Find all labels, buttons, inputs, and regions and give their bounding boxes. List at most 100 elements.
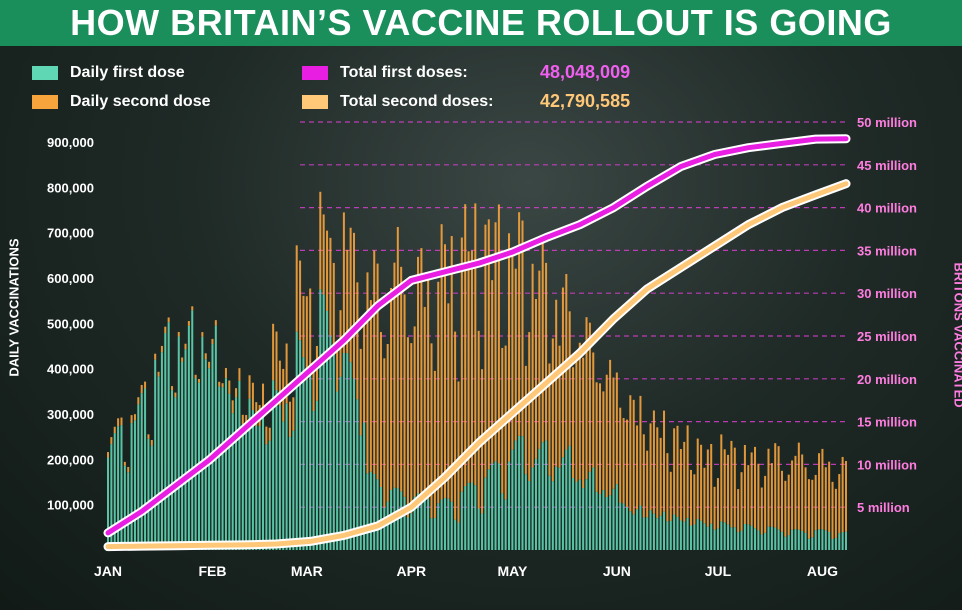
bar-daily-second bbox=[592, 352, 595, 468]
bar-daily-first bbox=[373, 473, 376, 550]
bar-daily-second bbox=[106, 452, 110, 458]
bar-daily-second bbox=[716, 478, 719, 529]
bar-daily-first bbox=[410, 513, 413, 550]
bar-daily-second bbox=[666, 453, 669, 522]
bar-daily-second bbox=[558, 345, 561, 468]
y-axis-label-left: DAILY VACCINATIONS bbox=[6, 238, 22, 377]
bar-daily-second bbox=[319, 191, 322, 290]
bar-daily-first bbox=[578, 479, 581, 550]
bar-daily-first bbox=[831, 538, 834, 550]
bar-daily-first bbox=[245, 422, 248, 550]
bar-daily-first bbox=[585, 479, 588, 550]
bar-daily-second bbox=[612, 377, 615, 489]
bar-daily-second bbox=[508, 233, 511, 462]
bar-daily-second bbox=[288, 401, 291, 437]
bar-daily-second bbox=[669, 471, 672, 521]
bar-daily-first bbox=[572, 477, 575, 550]
x-tick-label: JUN bbox=[603, 563, 631, 579]
bar-daily-second bbox=[386, 343, 389, 502]
bar-daily-second bbox=[740, 472, 743, 531]
bar-daily-second bbox=[639, 395, 642, 506]
bar-daily-second bbox=[373, 250, 376, 474]
bar-daily-first bbox=[652, 513, 655, 550]
bar-daily-first bbox=[481, 513, 484, 550]
bar-daily-first bbox=[733, 527, 736, 550]
bar-daily-first bbox=[669, 520, 672, 550]
chart-title: HOW BRITAIN’S VACCINE ROLLOUT IS GOING bbox=[70, 2, 892, 43]
bar-daily-second bbox=[534, 298, 537, 459]
bar-daily-first bbox=[299, 340, 302, 550]
bar-daily-second bbox=[676, 425, 679, 517]
bar-daily-second bbox=[359, 348, 362, 436]
bar-daily-second bbox=[171, 386, 174, 391]
bar-daily-second bbox=[228, 380, 231, 394]
bar-daily-first bbox=[787, 535, 790, 550]
bar-daily-first bbox=[723, 522, 726, 550]
bar-daily-second bbox=[834, 488, 837, 538]
bar-daily-second bbox=[383, 358, 386, 508]
bar-daily-first bbox=[211, 344, 214, 550]
bar-daily-first bbox=[177, 336, 180, 550]
bar-daily-second bbox=[683, 441, 686, 522]
bar-daily-second bbox=[272, 323, 275, 381]
bar-daily-second bbox=[615, 372, 618, 485]
bar-daily-first bbox=[558, 467, 561, 550]
bar-daily-first bbox=[598, 493, 602, 550]
bar-daily-second bbox=[578, 342, 581, 480]
bar-daily-second bbox=[147, 434, 150, 439]
bar-daily-second bbox=[157, 371, 160, 377]
bar-daily-first bbox=[164, 333, 167, 550]
bar-daily-second bbox=[214, 320, 217, 326]
bar-daily-second bbox=[818, 453, 821, 530]
bar-daily-first bbox=[807, 538, 810, 550]
bar-daily-second bbox=[804, 467, 807, 533]
y-axis-label-right: BRITONS VACCINATED bbox=[951, 262, 962, 408]
bar-daily-first bbox=[491, 463, 494, 550]
bar-daily-second bbox=[393, 262, 396, 488]
bar-daily-first bbox=[754, 528, 757, 550]
bar-daily-first bbox=[625, 506, 628, 550]
bar-daily-second bbox=[204, 353, 207, 360]
bar-daily-first bbox=[184, 349, 187, 550]
bar-daily-first bbox=[524, 474, 527, 550]
bar-daily-first bbox=[214, 325, 217, 550]
bar-daily-second bbox=[474, 203, 477, 486]
bar-daily-first bbox=[157, 376, 160, 550]
bar-daily-second bbox=[299, 260, 302, 341]
bar-daily-first bbox=[683, 521, 686, 550]
legend-swatch-total-first bbox=[302, 66, 328, 80]
bar-daily-first bbox=[706, 526, 709, 550]
bar-daily-first bbox=[312, 411, 315, 550]
bar-daily-first bbox=[110, 444, 113, 550]
bar-daily-second bbox=[750, 452, 753, 526]
bar-daily-first bbox=[295, 331, 298, 550]
bar-daily-first bbox=[191, 310, 194, 550]
bar-daily-second bbox=[767, 448, 770, 527]
bar-daily-first bbox=[565, 449, 568, 550]
bar-daily-first bbox=[292, 430, 295, 550]
bar-daily-second bbox=[467, 251, 470, 483]
bar-daily-first bbox=[336, 391, 339, 550]
bar-daily-first bbox=[534, 458, 537, 550]
bar-daily-first bbox=[605, 497, 608, 550]
bar-daily-first bbox=[780, 531, 783, 550]
bar-daily-first bbox=[659, 515, 662, 550]
bar-daily-second bbox=[794, 455, 797, 530]
bar-daily-first bbox=[363, 422, 366, 550]
bar-daily-second bbox=[184, 343, 187, 350]
total-first-line bbox=[105, 136, 849, 536]
bar-daily-second bbox=[723, 449, 726, 523]
bar-daily-second bbox=[417, 256, 420, 494]
bar-daily-first bbox=[767, 526, 770, 550]
bar-daily-second bbox=[524, 365, 527, 475]
bar-daily-second bbox=[376, 263, 379, 480]
bar-daily-first bbox=[268, 440, 271, 550]
bar-daily-first bbox=[150, 445, 153, 550]
bar-daily-first bbox=[575, 481, 578, 550]
bar-daily-second bbox=[342, 212, 345, 353]
bar-daily-first bbox=[838, 533, 841, 550]
bar-daily-first bbox=[794, 529, 797, 550]
bar-daily-second bbox=[464, 204, 467, 487]
x-tick-label: MAR bbox=[291, 563, 323, 579]
